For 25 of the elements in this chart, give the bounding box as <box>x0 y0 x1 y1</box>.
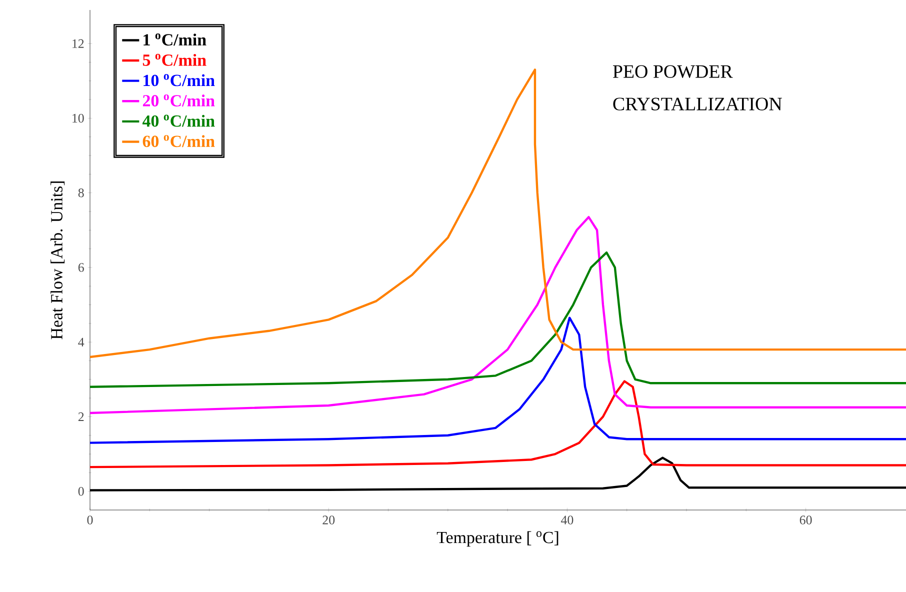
y-tick-label: 6 <box>78 263 84 272</box>
x-tick-label: 0 <box>87 516 93 524</box>
y-tick-label: 8 <box>78 188 84 198</box>
legend-label: 5 $^{o}$C/min <box>142 54 206 66</box>
y-tick-label: 2 <box>78 412 84 422</box>
line-series <box>90 380 906 468</box>
x-axis-title: Temperature [ $^{o}$C] <box>436 531 558 547</box>
line-series <box>90 316 906 444</box>
legend-label: 1 $^{o}$C/min <box>144 34 206 46</box>
annotation: PEO POWDER <box>612 65 733 78</box>
legend-label: 10 $^{o}$C/min <box>144 74 215 86</box>
y-axis-title: Heat Flow [Arb. Units] <box>50 182 65 340</box>
x-tick-label: 40 <box>560 516 574 524</box>
x-tick-label: 20 <box>322 516 335 524</box>
y-tick-label: 0 <box>78 486 84 496</box>
y-tick-label: 10 <box>72 114 84 123</box>
x-tick-label: 60 <box>800 516 812 524</box>
legend-label: 60 $^{o}$C/min <box>142 135 215 148</box>
y-tick-label: 4 <box>78 338 84 346</box>
annotation: CRYSTALLIZATION <box>613 98 782 110</box>
y-tick-label: 12 <box>72 39 84 48</box>
legend-label: 20 $^{o}$C/min <box>142 94 215 106</box>
line-series <box>90 216 906 414</box>
legend-label: 40 $^{o}$C/min <box>142 114 215 127</box>
line-series <box>90 251 906 388</box>
